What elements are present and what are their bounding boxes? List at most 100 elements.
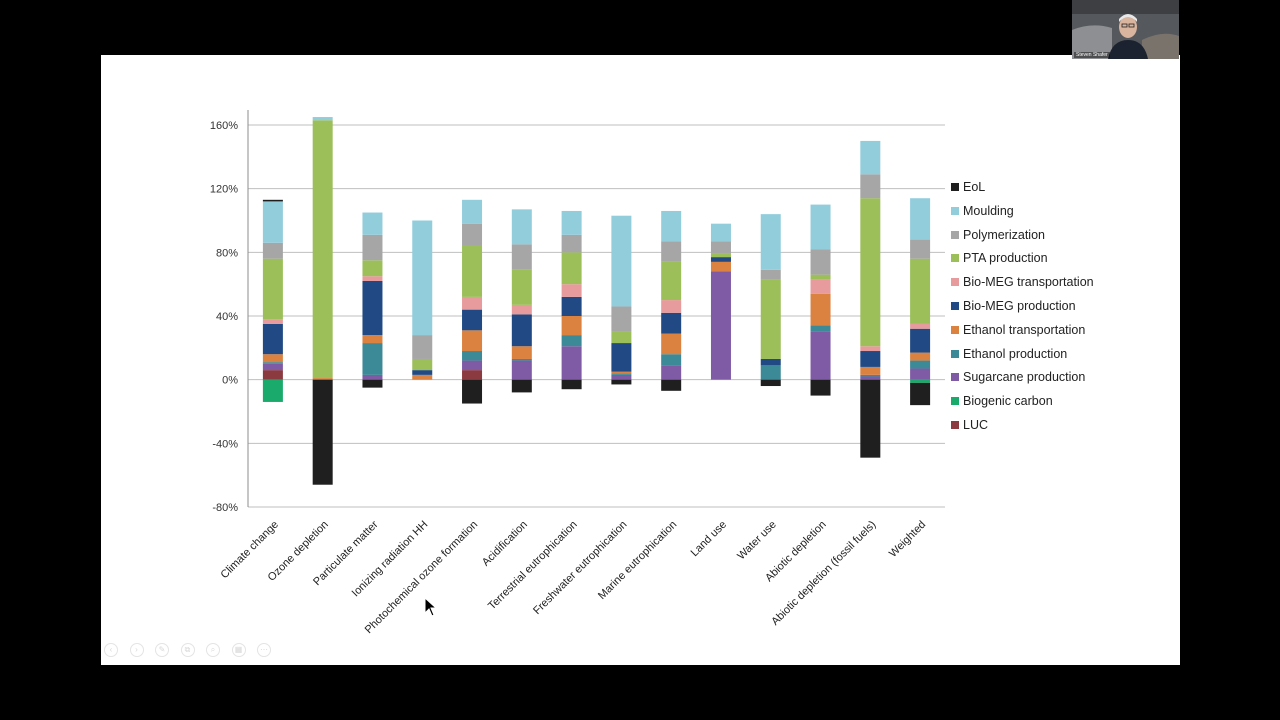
legend-item: Ethanol production	[951, 346, 1067, 362]
bar-segment	[760, 279, 781, 359]
more-icon[interactable]: ⋯	[257, 643, 271, 657]
bar-segment	[810, 249, 831, 275]
bar-segment	[910, 323, 931, 329]
bar-segment	[262, 362, 283, 364]
legend-swatch	[951, 278, 959, 287]
bar-segment	[312, 117, 333, 121]
bar-segment	[462, 351, 483, 361]
legend-label: Moulding	[963, 203, 1014, 218]
bar-segment	[412, 220, 433, 336]
bar-segment	[362, 343, 383, 375]
legend-swatch	[951, 325, 959, 334]
bar-segment	[860, 379, 881, 458]
bar-segment	[511, 244, 532, 270]
bar-segment	[661, 241, 682, 262]
bar-segment	[511, 209, 532, 245]
bar-segment	[910, 198, 931, 240]
legend-swatch	[951, 373, 959, 382]
bar-segment	[661, 312, 682, 334]
bar-segment	[810, 204, 831, 250]
bar-segment	[910, 368, 931, 380]
bar-segment	[611, 379, 632, 385]
bar-segment	[760, 379, 781, 387]
bar-segment	[312, 379, 333, 485]
bar-segment	[860, 140, 881, 175]
y-tick-label: 160%	[210, 120, 238, 132]
legend-item: Bio-MEG transportation	[951, 274, 1094, 290]
speaker-video-tile[interactable]: Steven Shafer	[1072, 0, 1179, 59]
bar-segment	[910, 328, 931, 353]
bar-segment	[561, 316, 582, 336]
bar-segment	[611, 306, 632, 332]
bar-segment	[362, 234, 383, 261]
bar-segment	[561, 284, 582, 297]
bar-segment	[462, 360, 483, 371]
bar-segment	[262, 258, 283, 320]
bar-segment	[262, 370, 283, 380]
bar-segment	[611, 343, 632, 372]
y-tick-label: -80%	[212, 502, 238, 514]
speaker-name: Steven Shafer	[1074, 52, 1110, 58]
bar-segment	[262, 354, 283, 363]
bar-segment	[860, 174, 881, 199]
legend-swatch	[951, 183, 959, 191]
legend-label: Biogenic carbon	[963, 394, 1053, 409]
next-icon[interactable]: ›	[129, 643, 144, 657]
bar-segment	[561, 335, 582, 347]
bar-segment	[561, 210, 582, 235]
x-tick-label: Terrestrial eutrophication	[486, 519, 580, 613]
legend-label: LUC	[963, 418, 989, 432]
legend-swatch	[951, 230, 959, 239]
bar-segment	[561, 296, 582, 316]
x-tick-label: Weighted	[887, 519, 928, 560]
bar-segment	[910, 379, 931, 383]
legend-swatch	[951, 206, 959, 215]
prev-icon[interactable]: ‹	[104, 643, 118, 657]
bar-segment	[511, 346, 532, 359]
bar-segment	[910, 239, 931, 259]
bar-segment	[561, 252, 582, 285]
legend-item: Sugarcane production	[951, 369, 1085, 385]
bar-segment	[561, 234, 582, 253]
bar-segment	[810, 379, 831, 396]
bar-segment	[860, 376, 881, 380]
bar-segment	[810, 279, 831, 294]
bar-segment	[860, 366, 881, 375]
legend-item: Ethanol transportation	[951, 322, 1085, 338]
legend-label: Polymerization	[963, 227, 1045, 242]
pen-icon[interactable]: ✎	[155, 643, 169, 657]
bar-segment	[262, 363, 283, 371]
legend-label: Ethanol production	[963, 346, 1068, 361]
bar-segment	[760, 358, 781, 366]
bar-segment	[412, 335, 433, 359]
x-tick-label: Land use	[689, 519, 729, 559]
copy-icon[interactable]: ⧉	[180, 643, 195, 657]
y-tick-label: 0%	[222, 375, 238, 387]
x-tick-label: Photochemical ozone formation	[363, 519, 480, 636]
bar-segment	[611, 215, 632, 307]
legend-label: Bio-MEG production	[963, 299, 1076, 313]
bar-segment	[312, 120, 333, 379]
bar-segment	[810, 274, 831, 280]
bar-segment	[710, 261, 731, 272]
bar-segment	[760, 365, 781, 380]
y-tick-label: 80%	[216, 247, 238, 259]
bar-segment	[362, 280, 383, 336]
bar-segment	[511, 358, 532, 361]
legend-swatch	[951, 421, 959, 429]
bar-segment	[561, 379, 582, 390]
legend-swatch	[951, 349, 959, 358]
legend-item: Bio-MEG production	[951, 298, 1076, 314]
zoom-icon[interactable]: ⌕	[206, 643, 220, 657]
bar-segment	[362, 379, 383, 388]
bar-segment	[462, 296, 483, 310]
bar-segment	[661, 354, 682, 366]
bar-segment	[760, 214, 781, 270]
grid-icon[interactable]: ▦	[231, 643, 246, 657]
bar-segment	[611, 331, 632, 344]
bar-segment	[611, 374, 632, 380]
bar-segment	[611, 371, 632, 374]
legend-swatch	[951, 254, 959, 263]
legend-swatch	[951, 302, 959, 310]
bar-segment	[810, 331, 831, 380]
